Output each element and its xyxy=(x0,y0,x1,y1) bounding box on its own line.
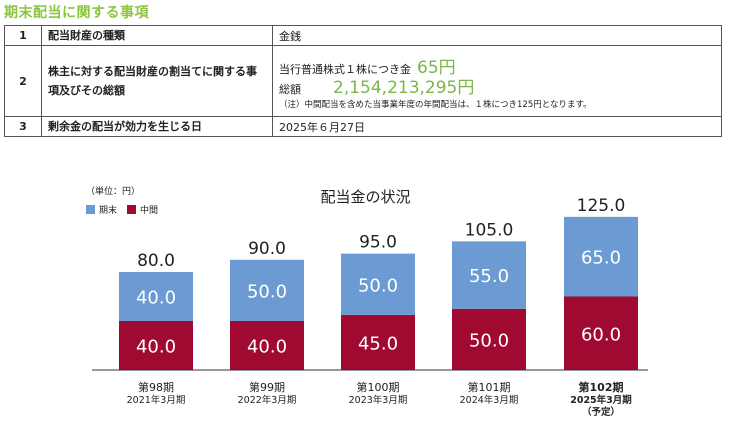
row-number: 1 xyxy=(4,25,42,46)
bar-segment-kimatsu xyxy=(564,216,638,297)
chart-legend: （単位：円） 期末 中間 xyxy=(86,184,158,216)
row-value: 2025年６月27日 xyxy=(272,116,722,137)
category-sublabel: 2022年3月期 xyxy=(238,394,297,406)
total-amount: 2,154,213,295円 xyxy=(333,77,475,98)
category-note: （予定） xyxy=(582,406,620,418)
per-share-amount: 65円 xyxy=(417,57,456,78)
dividend-info-table: 1 配当財産の種類 金銭 2 株主に対する配当財産の割当てに関する事項及びその総… xyxy=(4,25,722,137)
chart-title: 配当金の状況 xyxy=(320,188,411,206)
bar-segment-chukan xyxy=(452,308,526,370)
category-sublabel: 2025年3月期 xyxy=(570,394,632,406)
bar-value-label: 40.0 xyxy=(247,337,287,358)
bar-segment-chukan xyxy=(564,296,638,370)
category-label: 第102期 xyxy=(579,380,624,394)
row-number: 2 xyxy=(4,45,42,117)
category-sublabel: 2024年3月期 xyxy=(460,394,519,406)
legend-swatch-kimatsu xyxy=(86,205,95,214)
bar-value-label: 50.0 xyxy=(358,275,398,296)
bar-value-label: 55.0 xyxy=(469,266,509,287)
per-share-prefix: 当行普通株式１株につき金 xyxy=(279,62,411,76)
bar-segment-kimatsu xyxy=(452,241,526,309)
legend-swatch-chukan xyxy=(127,205,137,214)
row-value: 当行普通株式１株につき金 65円 総額 2,154,213,295円 （注）中間… xyxy=(272,45,722,117)
bar-total-label: 95.0 xyxy=(359,233,397,253)
annual-dividend-note: （注）中間配当を含めた当事業年度の年間配当は、１株につき125円となります。 xyxy=(279,99,592,110)
row-label: 株主に対する配当財産の割当てに関する事項及びその総額 xyxy=(41,45,273,117)
bar-segment-kimatsu xyxy=(230,259,304,321)
bar-segment-chukan xyxy=(341,314,415,370)
category-label: 第100期 xyxy=(357,380,400,394)
category-sublabel: 2023年3月期 xyxy=(349,394,408,406)
category-sublabel: 2021年3月期 xyxy=(127,394,186,406)
bar-value-label: 40.0 xyxy=(136,337,176,358)
bar-value-label: 50.0 xyxy=(247,281,287,302)
bar-total-label: 90.0 xyxy=(248,239,286,259)
total-label: 総額 xyxy=(279,82,301,96)
bar-value-label: 60.0 xyxy=(581,324,621,345)
category-label: 第98期 xyxy=(138,380,174,394)
table-row: 1 配当財産の種類 金銭 xyxy=(4,25,722,46)
row-label: 配当財産の種類 xyxy=(41,25,273,46)
category-label: 第101期 xyxy=(468,380,511,394)
row-number: 3 xyxy=(4,116,42,137)
bar-value-label: 50.0 xyxy=(469,330,509,351)
bar-value-label: 65.0 xyxy=(581,248,621,269)
legend-label-kimatsu: 期末 xyxy=(99,206,118,216)
bar-total-label: 105.0 xyxy=(465,220,514,240)
category-label: 第99期 xyxy=(249,380,285,394)
section-title: 期末配当に関する事項 xyxy=(4,5,149,21)
row-value: 金銭 xyxy=(272,25,722,46)
table-row: 3 剰余金の配当が効力を生じる日 2025年６月27日 xyxy=(4,116,722,137)
bar-segment-chukan xyxy=(119,321,193,370)
bar-total-label: 80.0 xyxy=(137,251,175,271)
unit-label: （単位：円） xyxy=(86,187,141,197)
row-label: 剰余金の配当が効力を生じる日 xyxy=(41,116,273,137)
bar-value-label: 45.0 xyxy=(358,333,398,354)
bar-value-label: 40.0 xyxy=(136,288,176,309)
bar-total-label: 125.0 xyxy=(577,196,626,216)
bar-segment-kimatsu xyxy=(341,253,415,315)
table-row: 2 株主に対する配当財産の割当てに関する事項及びその総額 当行普通株式１株につき… xyxy=(4,45,722,117)
bar-segment-chukan xyxy=(230,321,304,370)
legend-label-chukan: 中間 xyxy=(140,206,159,216)
bar-segment-kimatsu xyxy=(119,272,193,321)
